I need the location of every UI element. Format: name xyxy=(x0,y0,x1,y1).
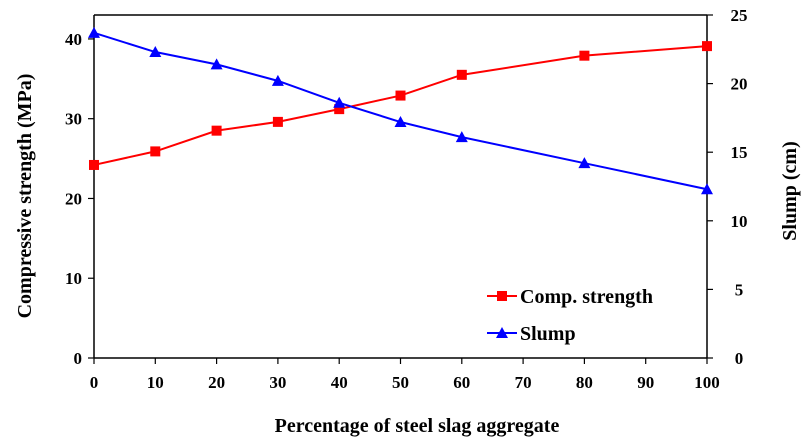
y2-tick-label: 20 xyxy=(731,75,748,94)
legend-label-comp-strength: Comp. strength xyxy=(520,286,653,308)
y2-tick-label: 25 xyxy=(731,6,748,25)
data-point-slump xyxy=(149,46,162,58)
legend-marker-comp-strength xyxy=(497,291,507,301)
data-point-comp-strength xyxy=(211,125,222,136)
x-tick-label: 50 xyxy=(392,373,409,392)
data-point-slump xyxy=(271,74,284,86)
data-point-slump xyxy=(333,96,346,108)
data-point-slump xyxy=(394,116,407,128)
data-point-comp-strength xyxy=(89,159,99,170)
series-slump xyxy=(88,26,713,195)
x-tick-label: 80 xyxy=(576,373,593,392)
legend: Comp. strength Slump xyxy=(487,286,653,345)
x-tick-label: 30 xyxy=(269,373,286,392)
series-line-comp-strength xyxy=(93,45,708,166)
y-tick-label: 0 xyxy=(74,349,83,368)
y2-axis-title: Slump (cm) xyxy=(779,141,801,240)
y-tick-label: 10 xyxy=(65,269,82,288)
data-point-slump xyxy=(701,183,713,195)
x-tick-label: 100 xyxy=(694,373,720,392)
data-point-comp-strength xyxy=(456,69,467,80)
y2-tick-label: 15 xyxy=(731,143,748,162)
series-layer xyxy=(88,26,713,195)
x-axis-title: Percentage of steel slag aggregate xyxy=(275,415,560,437)
data-point-slump xyxy=(210,58,223,70)
data-point-comp-strength xyxy=(334,104,345,115)
y2-tick-label: 0 xyxy=(735,349,744,368)
x-tick-label: 10 xyxy=(147,373,164,392)
legend-label-slump: Slump xyxy=(520,323,576,345)
legend-marker-slump xyxy=(496,327,508,338)
y2-tick-label: 10 xyxy=(731,212,748,231)
data-point-slump xyxy=(578,157,591,169)
y-tick-label: 30 xyxy=(65,110,82,129)
y-tick-label: 20 xyxy=(65,189,82,208)
x-tick-label: 0 xyxy=(90,373,99,392)
x-tick-label: 70 xyxy=(515,373,532,392)
data-point-comp-strength xyxy=(702,41,712,52)
y2-tick-label: 5 xyxy=(735,280,744,299)
data-point-comp-strength xyxy=(395,90,406,101)
axes: 0 10 20 30 40 50 60 70 80 90 100 0 10 20 30 40 0 5 10 15 20 2… xyxy=(65,6,748,392)
x-tick-label: 90 xyxy=(637,373,654,392)
series-line-slump xyxy=(93,31,708,191)
x-tick-label: 20 xyxy=(208,373,225,392)
data-point-comp-strength xyxy=(150,146,161,157)
y-axis-title: Compressive strength (MPa) xyxy=(14,74,36,319)
data-point-comp-strength xyxy=(272,116,283,127)
data-point-slump xyxy=(88,26,100,38)
y-tick-label: 40 xyxy=(65,30,82,49)
x-tick-label: 40 xyxy=(331,373,348,392)
data-point-comp-strength xyxy=(579,50,590,61)
series-comp-strength xyxy=(89,41,712,170)
x-tick-label: 60 xyxy=(453,373,470,392)
data-point-slump xyxy=(455,131,468,143)
